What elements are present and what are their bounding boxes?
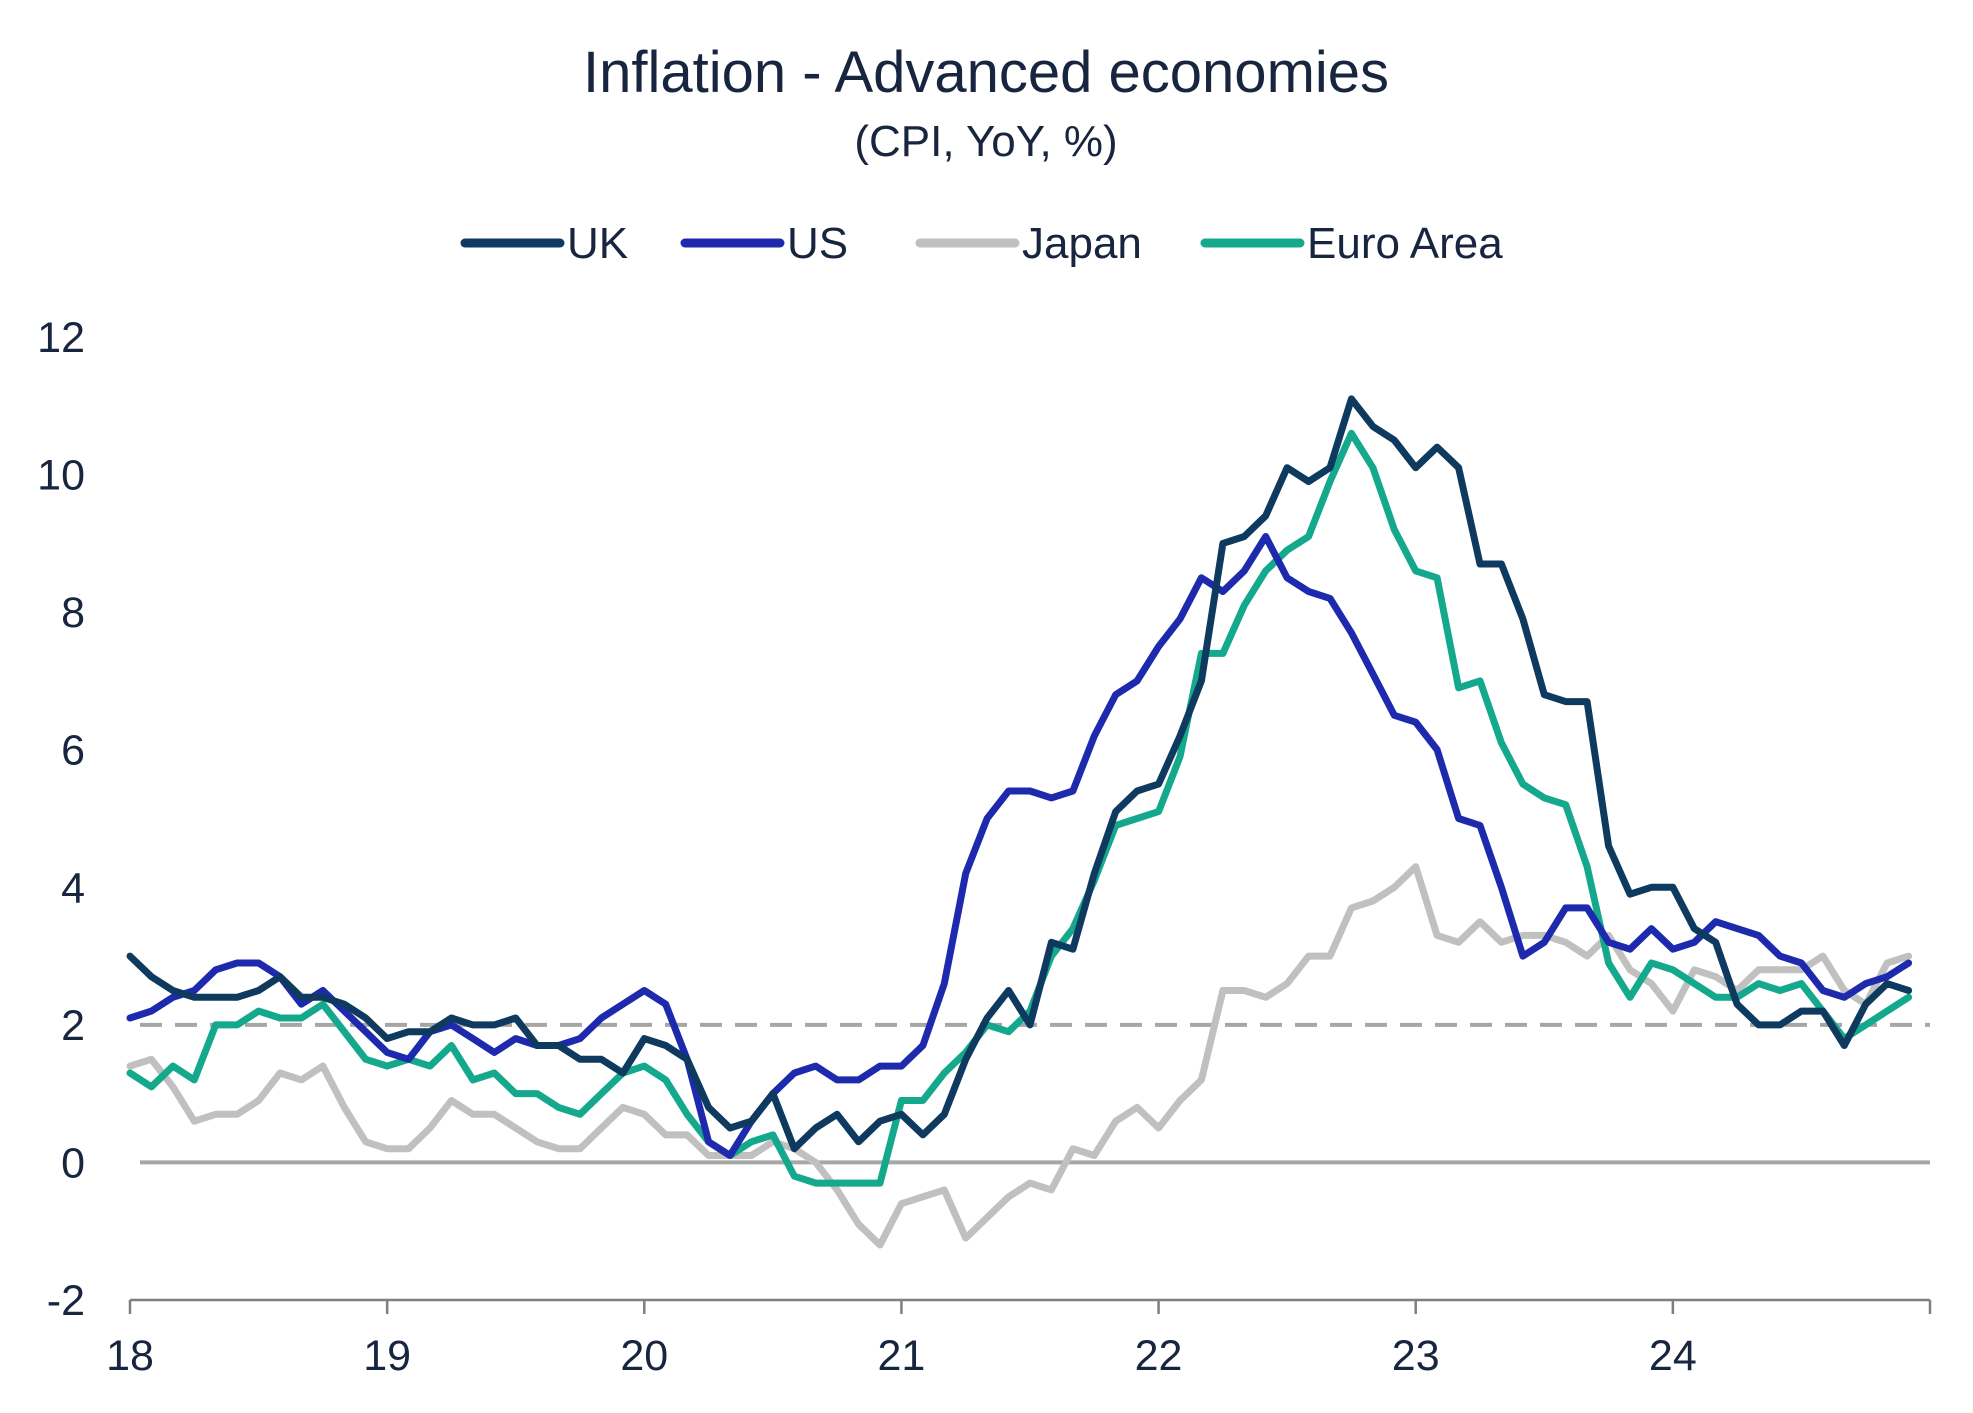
x-tick-label: 20 bbox=[620, 1332, 668, 1380]
y-tick-label: 0 bbox=[61, 1139, 85, 1187]
y-tick-label: 10 bbox=[37, 452, 85, 500]
x-tick-label: 18 bbox=[106, 1332, 154, 1380]
chart-subtitle: (CPI, YoY, %) bbox=[854, 117, 1117, 166]
y-tick-label: 4 bbox=[61, 864, 85, 912]
y-tick-label: -2 bbox=[47, 1277, 85, 1325]
legend-label-us: US bbox=[787, 219, 848, 268]
y-axis: -2 0 2 4 6 8 10 12 bbox=[37, 314, 85, 1325]
series-line-uk bbox=[126, 395, 1913, 1153]
y-tick-label: 6 bbox=[61, 727, 85, 775]
legend-label-uk: UK bbox=[567, 219, 628, 268]
legend: UK US Japan Euro Area bbox=[460, 219, 1503, 268]
chart-title: Inflation - Advanced economies bbox=[583, 40, 1389, 105]
series-lines bbox=[126, 395, 1913, 1249]
x-tick-label: 23 bbox=[1392, 1332, 1440, 1380]
series-line-us bbox=[126, 533, 1913, 1159]
y-tick-label: 12 bbox=[37, 314, 85, 362]
legend-label-euro-area: Euro Area bbox=[1307, 219, 1503, 268]
x-tick-label: 22 bbox=[1135, 1332, 1183, 1380]
y-tick-label: 8 bbox=[61, 589, 85, 637]
x-tick-label: 19 bbox=[363, 1332, 411, 1380]
legend-label-japan: Japan bbox=[1022, 219, 1142, 268]
series-line-euro-area bbox=[126, 429, 1913, 1187]
x-axis: 18 19 20 21 22 23 24 bbox=[106, 1298, 1932, 1380]
reference-lines bbox=[140, 1022, 1930, 1165]
x-tick-label: 21 bbox=[878, 1332, 926, 1380]
y-tick-label: 2 bbox=[61, 1002, 85, 1050]
x-tick-label: 24 bbox=[1649, 1332, 1697, 1380]
